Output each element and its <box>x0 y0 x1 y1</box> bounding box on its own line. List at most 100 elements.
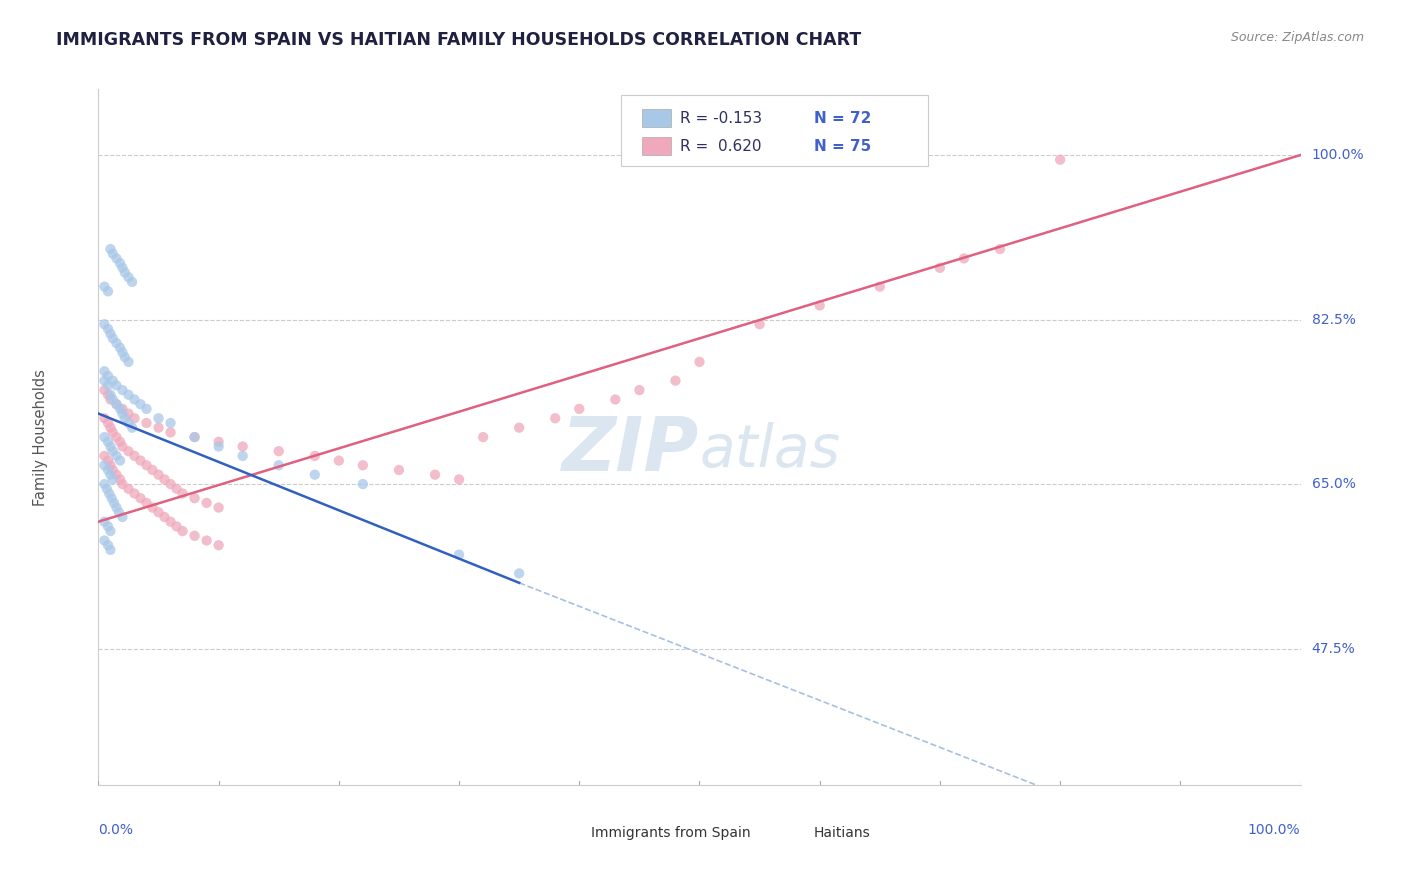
Text: N = 72: N = 72 <box>814 111 872 126</box>
Point <box>153 472 176 486</box>
Point <box>208 434 231 449</box>
Point <box>101 463 124 477</box>
Point <box>100 242 122 256</box>
Point <box>232 449 254 463</box>
Point <box>267 458 290 473</box>
Point <box>105 449 128 463</box>
Text: IMMIGRANTS FROM SPAIN VS HAITIAN FAMILY HOUSEHOLDS CORRELATION CHART: IMMIGRANTS FROM SPAIN VS HAITIAN FAMILY … <box>56 31 862 49</box>
Point <box>928 260 950 275</box>
Text: 0.0%: 0.0% <box>98 823 134 838</box>
Point <box>352 458 374 473</box>
Point <box>97 434 120 449</box>
Point <box>93 458 115 473</box>
Text: 82.5%: 82.5% <box>1312 312 1355 326</box>
Text: ZIP: ZIP <box>562 415 699 488</box>
Point <box>101 472 124 486</box>
Point <box>166 519 188 533</box>
Point <box>148 467 170 482</box>
Point <box>114 266 136 280</box>
Text: Source: ZipAtlas.com: Source: ZipAtlas.com <box>1230 31 1364 45</box>
Point <box>97 519 120 533</box>
Point <box>135 416 157 430</box>
Point <box>93 515 115 529</box>
Point <box>101 392 124 407</box>
Point <box>953 252 976 266</box>
Point <box>105 430 128 444</box>
Point <box>105 397 128 411</box>
Point <box>97 285 120 299</box>
Point <box>93 364 115 378</box>
Point <box>159 477 181 491</box>
Point <box>97 388 120 402</box>
Point <box>93 374 115 388</box>
Point <box>105 252 128 266</box>
Point <box>117 407 139 421</box>
Point <box>232 440 254 454</box>
Point <box>172 486 194 500</box>
Point <box>148 505 170 519</box>
Point <box>141 500 163 515</box>
Point <box>352 477 374 491</box>
Point <box>93 279 115 293</box>
Point <box>100 458 122 473</box>
Point <box>135 496 157 510</box>
Point <box>111 260 134 275</box>
Point <box>103 496 125 510</box>
Text: R =  0.620: R = 0.620 <box>681 139 762 153</box>
Point <box>111 510 134 524</box>
Point <box>108 434 131 449</box>
Point <box>166 482 188 496</box>
Text: Haitians: Haitians <box>814 826 870 840</box>
Point <box>114 350 136 364</box>
Point <box>508 566 530 581</box>
Point <box>111 401 134 416</box>
Point <box>111 440 134 454</box>
Point <box>141 463 163 477</box>
Point <box>97 378 120 392</box>
Text: Immigrants from Spain: Immigrants from Spain <box>592 826 751 840</box>
Point <box>97 416 120 430</box>
Point <box>183 491 205 506</box>
Point <box>124 486 146 500</box>
Point <box>605 392 627 407</box>
Point <box>108 505 131 519</box>
Point <box>388 463 411 477</box>
Point <box>124 411 146 425</box>
Point <box>108 453 131 467</box>
Point <box>1049 153 1071 167</box>
Point <box>117 416 139 430</box>
Point <box>111 477 134 491</box>
Point <box>472 430 495 444</box>
Point <box>96 482 118 496</box>
Point <box>195 533 218 548</box>
Point <box>100 542 122 557</box>
Text: 65.0%: 65.0% <box>1312 477 1355 491</box>
Point <box>447 472 470 486</box>
Point <box>101 444 124 458</box>
FancyBboxPatch shape <box>555 822 582 844</box>
Point <box>97 463 120 477</box>
Point <box>100 491 122 506</box>
Point <box>129 491 152 506</box>
Point <box>117 482 139 496</box>
Point <box>105 500 128 515</box>
Point <box>101 425 124 440</box>
Point <box>93 430 115 444</box>
Point <box>93 449 115 463</box>
Point <box>568 401 591 416</box>
Point <box>195 496 218 510</box>
Point <box>105 397 128 411</box>
Point <box>97 322 120 336</box>
Point <box>100 392 122 407</box>
Point <box>159 425 181 440</box>
Point <box>97 453 120 467</box>
Point <box>117 270 139 285</box>
Point <box>159 515 181 529</box>
Point <box>628 383 651 397</box>
Point <box>101 331 124 345</box>
Point <box>111 345 134 359</box>
Point <box>124 392 146 407</box>
Point <box>100 524 122 538</box>
Point <box>208 440 231 454</box>
Point <box>664 374 686 388</box>
